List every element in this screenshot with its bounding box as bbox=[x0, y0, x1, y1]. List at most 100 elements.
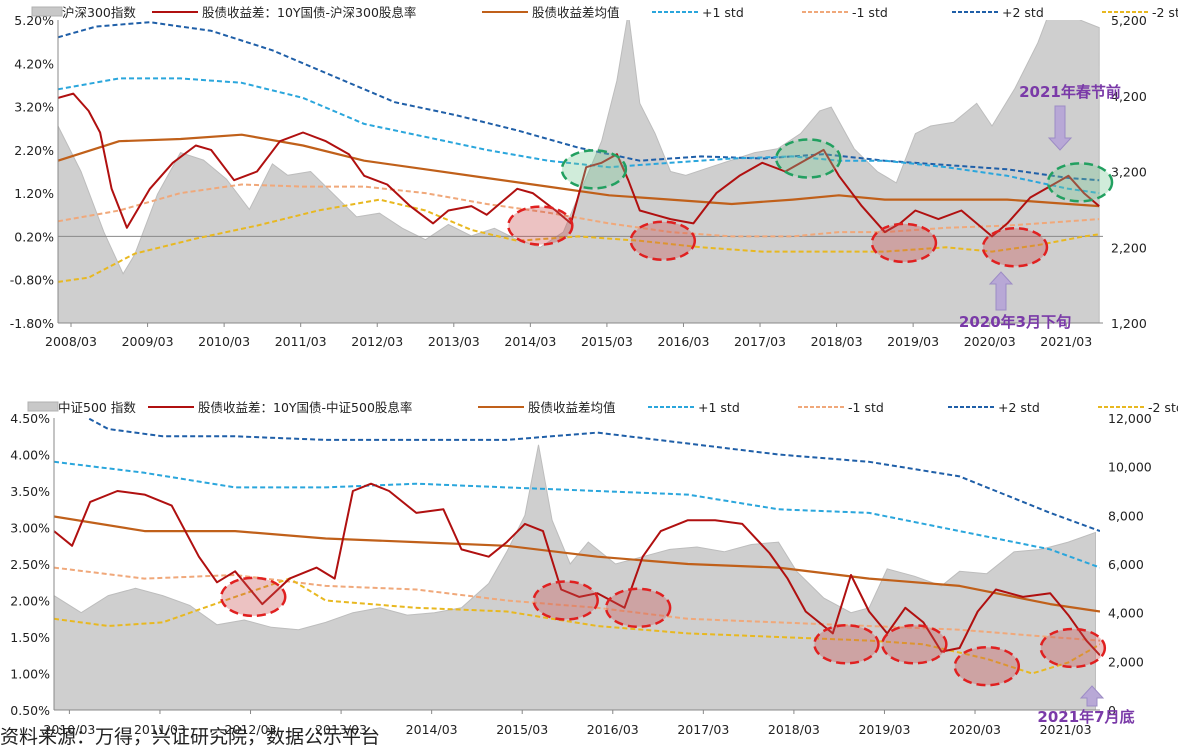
y-left-tick-label: -0.80% bbox=[10, 273, 54, 288]
y-right-tick-label: 8,000 bbox=[1108, 508, 1144, 523]
legend-label: +2 std bbox=[1002, 5, 1044, 20]
y-right-tick-label: 10,000 bbox=[1108, 460, 1152, 475]
annotation-label: 2021年春节前 bbox=[1019, 83, 1121, 101]
plus1-std-line bbox=[54, 460, 1100, 569]
x-tick-label: 2015/03 bbox=[496, 722, 548, 737]
x-tick-label: 2017/03 bbox=[734, 334, 786, 349]
legend-label: +1 std bbox=[698, 400, 740, 415]
y-left-tick-label: 5.20% bbox=[14, 13, 54, 28]
annotation-label: 2021年7月底 bbox=[1037, 708, 1134, 726]
index-area bbox=[54, 444, 1097, 710]
legend-label: 股债收益差均值 bbox=[528, 400, 616, 415]
y-left-tick-label: 3.20% bbox=[14, 100, 54, 115]
x-tick-label: 2009/03 bbox=[122, 334, 174, 349]
x-tick-label: 2011/03 bbox=[134, 722, 186, 737]
legend-label: 股债收益差均值 bbox=[532, 5, 620, 20]
x-tick-label: 2020/03 bbox=[964, 334, 1016, 349]
plus1-std-line bbox=[58, 77, 1100, 195]
index-area bbox=[58, 20, 1100, 323]
y-left-tick-label: 1.00% bbox=[10, 667, 50, 682]
x-tick-label: 2012/03 bbox=[351, 334, 403, 349]
mean-line bbox=[54, 515, 1100, 613]
x-tick-label: 2016/03 bbox=[587, 722, 639, 737]
green-highlight-ellipse bbox=[560, 149, 628, 190]
plus2-std-line bbox=[58, 21, 1100, 182]
mean-line bbox=[58, 133, 1100, 208]
y-left-tick-label: 2.50% bbox=[10, 557, 50, 572]
red-highlight-ellipse bbox=[881, 624, 948, 665]
red-highlight-ellipse bbox=[604, 587, 672, 629]
y-right-tick-label: 5,200 bbox=[1111, 13, 1147, 28]
y-left-tick-label: 0.50% bbox=[10, 703, 50, 718]
source-note: 资料来源：万得，兴证研究院，数据公示平台 bbox=[0, 726, 381, 748]
x-tick-label: 2013/03 bbox=[315, 722, 367, 737]
y-right-tick-label: 4,200 bbox=[1111, 89, 1147, 104]
y-left-tick-label: 3.00% bbox=[10, 521, 50, 536]
minus1-std-line bbox=[54, 566, 1100, 642]
x-tick-label: 2014/03 bbox=[504, 334, 556, 349]
red-highlight-ellipse bbox=[870, 222, 938, 264]
x-tick-label: 2010/03 bbox=[43, 722, 95, 737]
red-highlight-ellipse bbox=[953, 645, 1021, 687]
y-left-tick-label: 2.20% bbox=[14, 143, 54, 158]
y-right-tick-label: 2,000 bbox=[1108, 654, 1144, 669]
legend-label: -1 std bbox=[852, 5, 888, 20]
legend-swatch bbox=[31, 6, 63, 17]
minus2-std-line bbox=[54, 577, 1100, 675]
legend-label: 中证500 指数 bbox=[58, 400, 136, 415]
legend-label: 股债收益差：10Y国债-沪深300股息率 bbox=[202, 5, 416, 20]
x-tick-label: 2013/03 bbox=[428, 334, 480, 349]
y-right-tick-label: 12,000 bbox=[1108, 411, 1152, 426]
y-right-tick-label: 3,200 bbox=[1111, 165, 1147, 180]
plus2-std-line bbox=[85, 418, 1100, 533]
x-tick-label: 2018/03 bbox=[811, 334, 863, 349]
x-tick-label: 2021/03 bbox=[1040, 722, 1092, 737]
y-left-tick-label: 1.20% bbox=[14, 186, 54, 201]
y-left-tick-label: 4.20% bbox=[14, 56, 54, 71]
y-right-tick-label: 1,200 bbox=[1111, 316, 1147, 331]
x-tick-label: 2019/03 bbox=[858, 722, 910, 737]
legend: 中证500 指数 股债收益差：10Y国债-中证500股息率 股债收益差均值 +1 st… bbox=[27, 400, 1178, 415]
y-right-tick-label: 6,000 bbox=[1108, 557, 1144, 572]
legend-label: -2 std bbox=[1148, 400, 1178, 415]
x-tick-label: 2021/03 bbox=[1040, 334, 1092, 349]
y-left-tick-label: 0.20% bbox=[14, 229, 54, 244]
legend-label: +2 std bbox=[998, 400, 1040, 415]
annotation-label: 2020年3月下旬 bbox=[959, 313, 1071, 331]
x-tick-label: 2008/03 bbox=[45, 334, 97, 349]
x-tick-label: 2012/03 bbox=[225, 722, 277, 737]
red-highlight-ellipse bbox=[813, 624, 880, 665]
x-tick-label: 2017/03 bbox=[677, 722, 729, 737]
legend-label: 沪深300指数 bbox=[62, 5, 136, 20]
x-tick-label: 2020/03 bbox=[949, 722, 1001, 737]
x-tick-label: 2010/03 bbox=[198, 334, 250, 349]
y-left-tick-label: 3.50% bbox=[10, 484, 50, 499]
annotation-arrow bbox=[988, 271, 1014, 311]
x-tick-label: 2011/03 bbox=[275, 334, 327, 349]
legend-label: +1 std bbox=[702, 5, 744, 20]
y-right-tick-label: 4,000 bbox=[1108, 606, 1144, 621]
minus2-std-line bbox=[58, 198, 1100, 283]
red-highlight-ellipse bbox=[507, 205, 574, 246]
red-highlight-ellipse bbox=[981, 227, 1049, 268]
red-highlight-ellipse bbox=[532, 580, 599, 621]
annotation-arrow bbox=[1047, 105, 1073, 151]
y-left-tick-label: 4.00% bbox=[10, 448, 50, 463]
x-tick-label: 2016/03 bbox=[658, 334, 710, 349]
chart-panel-2: 4.50% 4.00% 3.50% 3.00% 2.50% 2.00% 1.50% 1.00%… bbox=[10, 400, 1178, 737]
chart-panel-1: 5.20% 4.20% 3.20% 2.20% 1.20% 0.20% -0.80% -1.8… bbox=[10, 5, 1178, 349]
y-left-tick-label: 1.50% bbox=[10, 630, 50, 645]
spread-line bbox=[58, 92, 1100, 238]
minus1-std-line bbox=[58, 183, 1100, 238]
x-tick-label: 2015/03 bbox=[581, 334, 633, 349]
x-tick-label: 2019/03 bbox=[887, 334, 939, 349]
legend-label: 股债收益差：10Y国债-中证500股息率 bbox=[198, 400, 412, 415]
y-right-tick-label: 2,200 bbox=[1111, 240, 1147, 255]
legend-label: -1 std bbox=[848, 400, 884, 415]
y-right-tick-label: 0 bbox=[1108, 703, 1116, 718]
green-highlight-ellipse bbox=[1046, 162, 1114, 203]
red-highlight-ellipse bbox=[1039, 627, 1107, 669]
y-left-tick-label: 4.50% bbox=[10, 411, 50, 426]
green-highlight-ellipse bbox=[775, 138, 842, 179]
